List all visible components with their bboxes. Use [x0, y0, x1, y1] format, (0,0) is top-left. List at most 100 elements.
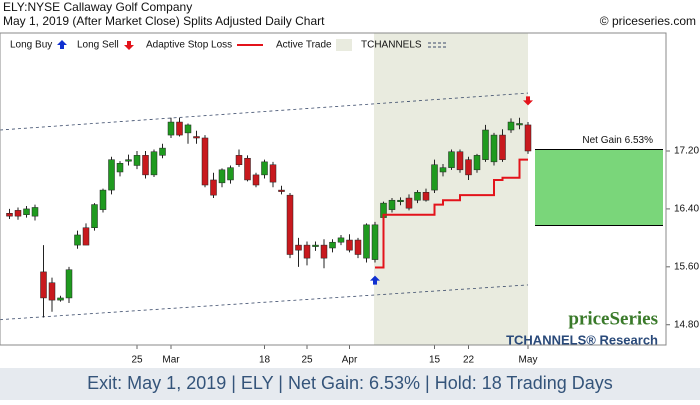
- y-tick-label: 15.60: [674, 261, 699, 272]
- candle-body: [507, 121, 515, 131]
- plot: 14.80 15.60 16.40 17.20 25 Mar 18 25 Apr 15 22 May N…: [0, 33, 699, 366]
- candle-body: [490, 134, 498, 163]
- legend-symbol: [57, 40, 67, 49]
- candle-body: [431, 164, 438, 191]
- subtitle: May 1, 2019 (After Market Close) Splits …: [3, 14, 325, 28]
- legend-symbol: [124, 41, 134, 50]
- candle-body: [23, 208, 30, 215]
- candle-body: [337, 237, 345, 243]
- candle-body: [74, 234, 81, 246]
- candle-body: [40, 271, 47, 299]
- candle-body: [6, 213, 13, 217]
- candle-body: [91, 204, 98, 228]
- candle-body: [295, 244, 302, 251]
- candle-body: [65, 269, 73, 299]
- legend-label: Long Buy: [10, 40, 52, 51]
- y-tick-label: 16.40: [674, 204, 699, 215]
- candle-body: [252, 174, 260, 186]
- candle-body: [482, 129, 489, 160]
- legend-label: Adaptive Stop Loss: [146, 40, 232, 51]
- candle-body: [227, 167, 234, 181]
- net-gain-label: Net Gain 6.53%: [582, 135, 653, 146]
- candle-body: [235, 155, 243, 165]
- channel-line: [0, 92, 529, 131]
- candle-body: [397, 199, 404, 202]
- title: ELY:NYSE Callaway Golf Company: [3, 0, 192, 14]
- x-tick-label: 22: [463, 355, 475, 366]
- legend-label: TCHANNELS: [361, 40, 422, 51]
- legend-label: Active Trade: [276, 40, 332, 51]
- candle-body: [329, 241, 336, 249]
- long_buy-arrow: [370, 275, 380, 285]
- candle-body: [346, 239, 353, 251]
- candle-body: [159, 147, 166, 156]
- footer-band: [0, 368, 700, 400]
- candle-body: [439, 167, 447, 173]
- candle-body: [524, 124, 532, 152]
- y-tick-label: 14.80: [674, 319, 699, 330]
- legend-symbol: [336, 39, 352, 51]
- candle-body: [99, 189, 107, 210]
- candle-body: [244, 157, 251, 181]
- candle-body: [176, 121, 183, 136]
- x-tick-label: 25: [131, 355, 143, 366]
- candle-body: [303, 244, 311, 259]
- candle-body: [354, 239, 362, 255]
- copyright: © priceseries.com: [600, 14, 696, 28]
- candle-body: [116, 163, 124, 173]
- candle-body: [193, 136, 200, 139]
- net-gain-box: [535, 149, 663, 226]
- long_sell-arrow: [523, 96, 533, 106]
- x-tick-label: Mar: [162, 355, 180, 366]
- candle-body: [14, 210, 22, 217]
- watermark-research: TCHANNELS® Research: [506, 332, 658, 347]
- candle-body: [414, 192, 421, 201]
- candle-body: [218, 169, 226, 184]
- x-tick-label: 15: [429, 355, 441, 366]
- active-trade: [374, 33, 528, 345]
- candle-body: [125, 159, 132, 162]
- candle-body: [516, 123, 523, 126]
- candle-body: [312, 244, 319, 247]
- watermark-brand: priceSeries: [568, 308, 658, 329]
- candle-body: [261, 161, 268, 176]
- candle-body: [142, 155, 149, 176]
- candle-body: [108, 159, 115, 191]
- candle-body: [456, 151, 464, 171]
- candle-body: [499, 134, 506, 160]
- x-tick-label: 18: [259, 355, 271, 366]
- candle-body: [388, 199, 396, 210]
- candle-body: [405, 197, 413, 209]
- candle-body: [363, 224, 370, 259]
- candle-body: [31, 207, 39, 217]
- candle-body: [57, 297, 64, 301]
- candle-body: [448, 151, 455, 168]
- candle-body: [278, 189, 285, 192]
- candle-body: [167, 121, 175, 136]
- candle-body: [320, 244, 328, 259]
- candle-body: [269, 164, 277, 183]
- candle-body: [201, 137, 209, 186]
- legend-label: Long Sell: [77, 40, 119, 51]
- x-tick-label: May: [519, 355, 538, 366]
- x-tick-label: 25: [301, 355, 313, 366]
- candle-body: [465, 159, 472, 176]
- stop-loss-line: [375, 158, 528, 269]
- y-tick-label: 17.20: [674, 146, 699, 157]
- channel-line: [0, 284, 529, 321]
- legend: Long Buy Long Sell Adaptive Stop Loss Activ…: [10, 39, 448, 51]
- candle-body: [184, 124, 192, 134]
- candle-body: [48, 282, 56, 301]
- candle-body: [422, 192, 430, 201]
- candle-body: [371, 224, 379, 260]
- candle-body: [82, 227, 90, 246]
- plot-frame: [0, 32, 667, 346]
- x-tick-label: Apr: [342, 355, 358, 366]
- candle-body: [133, 155, 141, 166]
- candle-body: [210, 179, 217, 196]
- candle-body: [150, 151, 158, 176]
- candle-body: [473, 155, 481, 171]
- footer: Exit: May 1, 2019 | ELY | Net Gain: 6.53…: [87, 373, 613, 393]
